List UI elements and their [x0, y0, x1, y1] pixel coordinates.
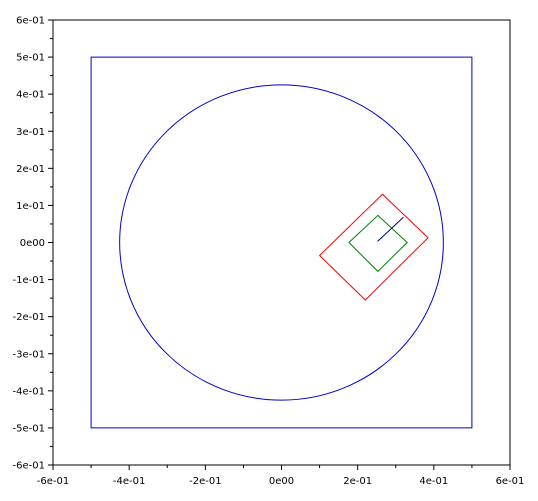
rect-shape — [90, 56, 473, 429]
x-tick-label: -6e-01 — [37, 476, 69, 487]
y-tick-label: -6e-01 — [13, 461, 45, 472]
y-tick-label: 6e-01 — [16, 16, 45, 27]
y-tick-label: -3e-01 — [13, 349, 45, 360]
plot-shapes — [90, 56, 473, 429]
segment-shape — [377, 216, 404, 242]
y-tick-label: -5e-01 — [13, 423, 45, 434]
x-tick-label: 4e-01 — [419, 476, 448, 487]
x-tick-label: 2e-01 — [343, 476, 372, 487]
y-tick-label: -4e-01 — [13, 386, 45, 397]
circle-shape — [119, 84, 444, 401]
x-tick-label: -2e-01 — [189, 476, 221, 487]
y-tick-label: -2e-01 — [13, 312, 45, 323]
axes-frame — [52, 19, 511, 466]
y-tick-label: 4e-01 — [16, 90, 45, 101]
y-tick-label: 2e-01 — [16, 164, 45, 175]
square-shape — [348, 214, 408, 273]
x-tick-label: 0e00 — [269, 476, 294, 487]
y-tick-label: 0e00 — [20, 238, 45, 249]
square-shape — [318, 193, 429, 301]
y-tick-label: -1e-01 — [13, 275, 45, 286]
axis-ticks: -6e-01 -4e-01 -2e-01 0e00 2e-01 4e-01 6e-01 -6e… — [13, 16, 525, 488]
y-tick-label: 3e-01 — [16, 127, 45, 138]
y-tick-label: 5e-01 — [16, 53, 45, 64]
x-tick-label: -4e-01 — [113, 476, 145, 487]
x-tick-label: 6e-01 — [496, 476, 525, 487]
y-tick-label: 1e-01 — [16, 201, 45, 212]
